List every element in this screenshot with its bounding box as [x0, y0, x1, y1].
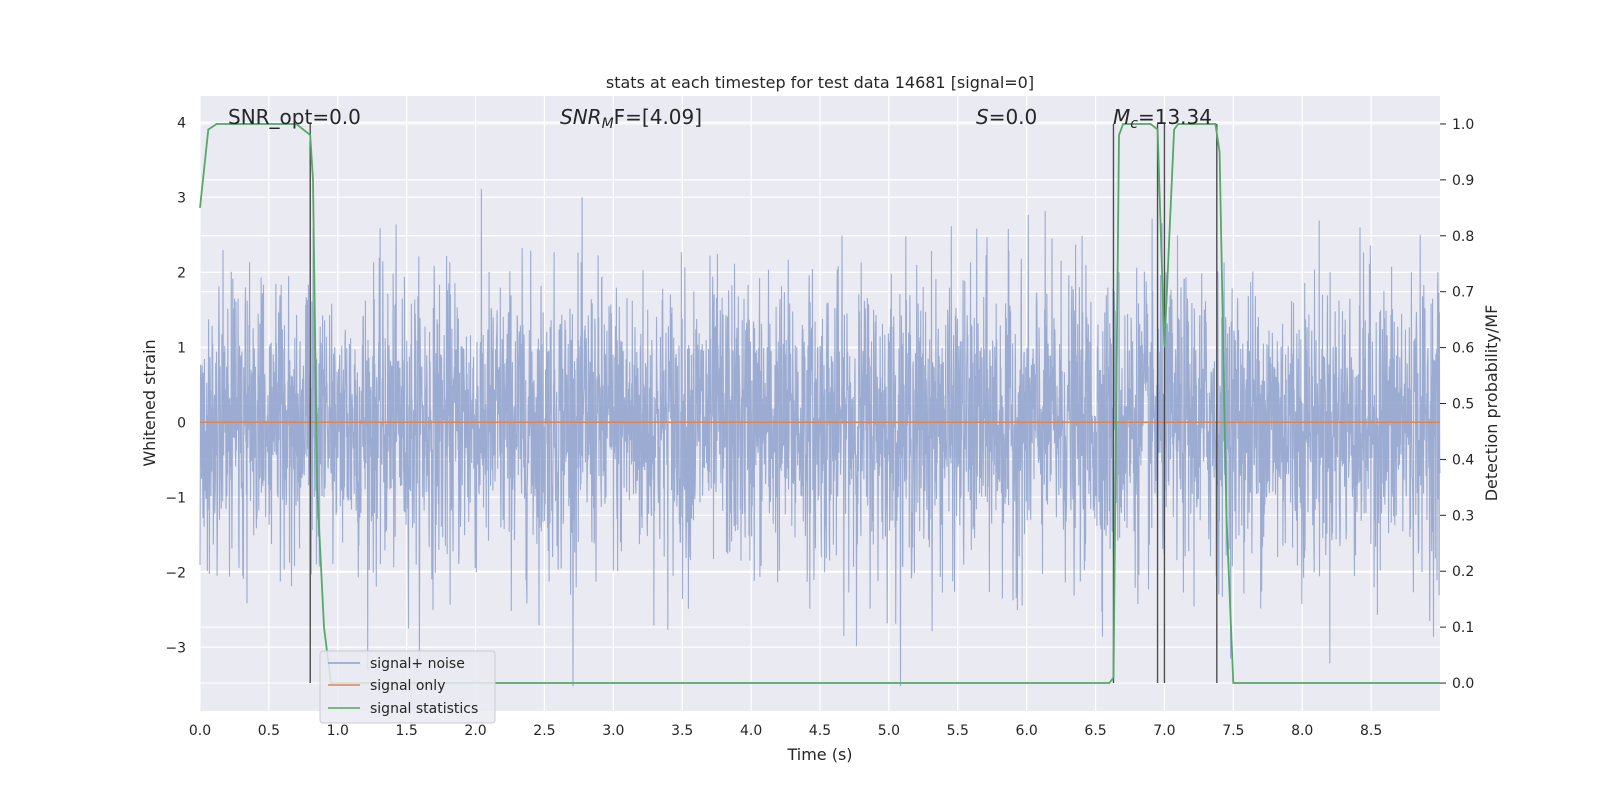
- legend-box: [319, 650, 496, 724]
- series-signal-statistics: [199, 123, 1441, 684]
- annotation-mc-sub: c: [1130, 116, 1138, 132]
- x-tick-1: 0.5: [258, 723, 280, 739]
- x-tick-8: 4.0: [740, 723, 762, 739]
- y-tick-right-6: 0.6: [1452, 341, 1474, 357]
- y-axis-label-right: Detection probability/MF: [1482, 305, 1501, 502]
- annotation-snr-mf-main: SNR: [560, 105, 602, 129]
- y-tick-right-5: 0.5: [1452, 397, 1474, 413]
- annotation-s: S=0.0: [976, 105, 1037, 129]
- y-tick-left-7: 4: [177, 115, 186, 131]
- x-tick-11: 5.5: [947, 723, 969, 739]
- annotation-s-rest: =0.0: [989, 105, 1038, 129]
- x-tick-4: 2.0: [464, 723, 486, 739]
- x-axis-label: Time (s): [786, 745, 852, 764]
- y-ticks-left: −3 −2 −1 0 1 2 3 4: [165, 115, 186, 656]
- annotation-snr-mf: SNRMF=[4.09]: [560, 105, 702, 132]
- x-tick-2: 1.0: [327, 723, 349, 739]
- x-tick-10: 5.0: [878, 723, 900, 739]
- annotation-snr-mf-rest: F=[4.09]: [614, 105, 702, 129]
- y-tick-right-3: 0.3: [1452, 508, 1474, 524]
- y-tick-right-8: 0.8: [1452, 229, 1474, 245]
- annotation-mc: Mc=13.34: [1113, 105, 1212, 132]
- x-ticks: 0.0 0.5 1.0 1.5 2.0 2.5 3.0 3.5 4.0 4.5 5.0 5.5 6.0 6…: [189, 723, 1382, 739]
- y-tick-right-7: 0.7: [1452, 285, 1474, 301]
- legend: signal+ noise signal only signal statist…: [319, 650, 496, 724]
- x-tick-17: 8.5: [1360, 723, 1382, 739]
- x-tick-3: 1.5: [396, 723, 418, 739]
- x-tick-13: 6.5: [1084, 723, 1106, 739]
- legend-label-signal: signal only: [370, 678, 445, 694]
- y-tick-left-0: −3: [165, 640, 186, 656]
- x-tick-5: 2.5: [533, 723, 555, 739]
- annotation-mc-main: M: [1113, 105, 1130, 129]
- y-axis-label-left: Whitened strain: [140, 339, 159, 466]
- legend-label-noise: signal+ noise: [370, 656, 465, 672]
- x-tick-16: 8.0: [1291, 723, 1313, 739]
- x-tick-15: 7.5: [1222, 723, 1244, 739]
- y-tick-right-9: 0.9: [1452, 173, 1474, 189]
- y-tick-right-10: 1.0: [1452, 117, 1474, 133]
- x-tick-9: 4.5: [809, 723, 831, 739]
- y-tick-left-5: 2: [177, 265, 186, 281]
- y-tick-right-4: 0.4: [1452, 452, 1474, 468]
- y-tick-right-0: 0.0: [1452, 676, 1474, 692]
- annotation-s-main: S: [976, 105, 989, 129]
- y-tick-left-6: 3: [177, 190, 186, 206]
- y-tick-left-2: −1: [165, 490, 186, 506]
- x-tick-6: 3.0: [602, 723, 624, 739]
- x-tick-0: 0.0: [189, 723, 211, 739]
- y-ticks-right: 0.0 0.1 0.2 0.3 0.4 0.5 0.6 0.7 0.8 0.9 1.0: [1440, 117, 1474, 692]
- x-tick-14: 7.0: [1153, 723, 1175, 739]
- noise-line: [199, 188, 1441, 687]
- annotation-mc-rest: =13.34: [1138, 105, 1212, 129]
- annotation-snr-opt: SNR_opt=0.0: [228, 105, 361, 129]
- y-tick-left-1: −2: [165, 565, 186, 581]
- x-tick-12: 6.0: [1016, 723, 1038, 739]
- y-tick-right-2: 0.2: [1452, 564, 1474, 580]
- y-tick-left-3: 0: [177, 415, 186, 431]
- y-tick-right-1: 0.1: [1452, 620, 1474, 636]
- legend-label-stats: signal statistics: [370, 701, 478, 717]
- series-signal-plus-noise: [199, 188, 1441, 687]
- x-tick-7: 3.5: [671, 723, 693, 739]
- chart-title: stats at each timestep for test data 146…: [606, 73, 1034, 92]
- y-tick-left-4: 1: [177, 340, 186, 356]
- annotation-snr-mf-sub: M: [602, 116, 614, 132]
- vertical-lines: [309, 123, 1218, 684]
